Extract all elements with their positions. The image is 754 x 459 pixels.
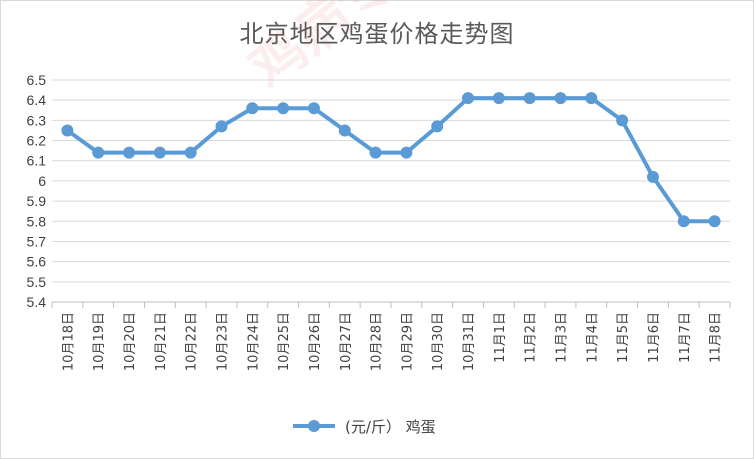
data-point	[184, 146, 197, 159]
data-point	[246, 102, 259, 115]
data-point	[616, 114, 629, 127]
x-tick-label: 10月24日	[246, 312, 261, 371]
x-tick-label: 10月20日	[123, 312, 138, 371]
x-tick-label: 10月27日	[339, 312, 354, 371]
x-tick-label: 10月19日	[92, 312, 107, 371]
x-tick-label: 10月25日	[277, 312, 292, 371]
x-tick-label: 10月26日	[308, 312, 323, 371]
x-tick-label: 11月7日	[678, 312, 693, 363]
data-point	[123, 146, 136, 159]
y-tick-label: 6.1	[27, 153, 47, 169]
y-tick-label: 6	[38, 173, 46, 189]
x-tick-label: 10月30日	[431, 312, 446, 371]
x-tick-label: 11月1日	[493, 312, 508, 363]
chart-title: 北京地区鸡蛋价格走势图	[239, 20, 515, 48]
legend-label: (元/斤） 鸡蛋	[345, 417, 436, 436]
data-point	[215, 120, 228, 133]
data-point	[585, 92, 598, 105]
legend: (元/斤） 鸡蛋	[291, 414, 436, 438]
y-tick-label: 6.2	[27, 133, 47, 149]
data-point	[708, 215, 721, 228]
y-tick-label: 6.4	[27, 92, 47, 108]
x-tick-label: 10月23日	[216, 312, 231, 371]
data-point	[400, 146, 413, 159]
legend-line-marker-icon	[293, 420, 335, 432]
y-tick-label: 5.6	[27, 254, 47, 270]
y-tick-label: 5.8	[27, 213, 47, 229]
data-point	[462, 92, 475, 105]
data-point	[338, 124, 351, 137]
data-point	[61, 124, 74, 137]
x-tick-label: 10月31日	[462, 312, 477, 371]
data-point	[369, 146, 382, 159]
x-tick-label: 10月22日	[185, 312, 200, 371]
x-tick-label: 11月5日	[616, 312, 631, 363]
data-point	[277, 102, 290, 115]
y-tick-label: 5.7	[27, 233, 47, 249]
data-point	[646, 170, 659, 183]
data-point	[523, 92, 536, 105]
x-tick-label: 10月29日	[400, 312, 415, 371]
data-point	[92, 146, 105, 159]
data-point	[554, 92, 567, 105]
x-tick-label: 10月28日	[370, 312, 385, 371]
x-tick-label: 10月21日	[154, 312, 169, 371]
data-point	[307, 102, 320, 115]
x-tick-label: 11月2日	[524, 312, 539, 363]
x-tick-label: 11月3日	[555, 312, 570, 363]
y-tick-label: 5.9	[27, 193, 47, 209]
data-point	[492, 92, 505, 105]
x-tick-label: 10月18日	[61, 312, 76, 371]
x-tick-label: 11月6日	[647, 312, 662, 363]
y-tick-label: 5.4	[27, 294, 47, 310]
y-tick-label: 6.3	[27, 112, 47, 128]
series-line	[65, 96, 717, 224]
data-point	[153, 146, 166, 159]
x-tick-label: 11月4日	[585, 312, 600, 363]
data-point	[677, 215, 690, 228]
y-tick-label: 5.5	[27, 274, 47, 290]
data-point	[431, 120, 444, 133]
x-tick-label: 11月8日	[709, 312, 724, 363]
y-tick-label: 6.5	[27, 72, 47, 88]
